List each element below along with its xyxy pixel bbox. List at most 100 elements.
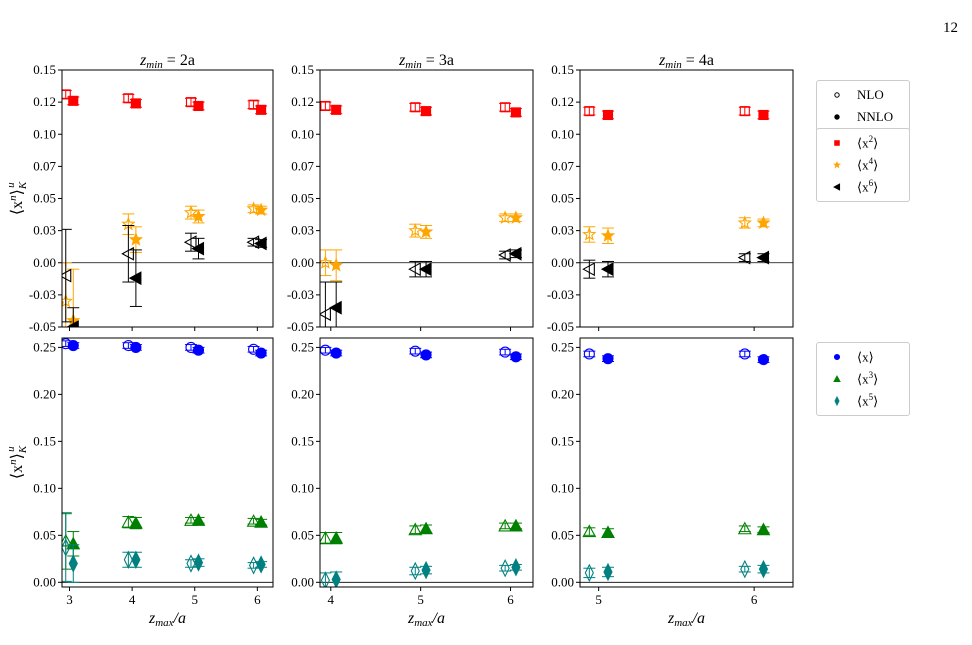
legend-label-base: ⟨x	[857, 179, 869, 195]
x-tick-label: 6	[751, 592, 758, 607]
legend-entry-x5: ⟨x5⟩	[825, 390, 903, 412]
data-point-x6-nnlo	[253, 236, 267, 251]
data-point-x-nlo	[583, 348, 595, 360]
chart-panel-top-1: -0.05 -0.03 0.00 0.03 0.05 0.07 0.10 0.12 0.15 zm…	[5, 52, 274, 334]
x-tick-label: 4	[129, 592, 136, 607]
data-point-x5-nnlo	[256, 555, 266, 574]
chart-panel-top-2: -0.05 -0.03 0.00 0.03 0.05 0.07 0.10 0.12 0.15 zm…	[287, 52, 534, 334]
y-tick-label: -0.03	[287, 287, 314, 302]
x-axis-label: zmax/a	[667, 610, 705, 629]
x-tick-label: 6	[507, 592, 514, 607]
data-point-x6-nnlo	[128, 271, 142, 286]
y-axis-label: ⟨xn⟩Ku	[5, 445, 29, 479]
legend-symbol	[825, 136, 849, 150]
panel-title: zmin = 3a	[398, 52, 454, 71]
data-point-x-nnlo	[192, 344, 205, 356]
data-point-x5-nnlo	[758, 559, 769, 579]
data-point-x3-nlo	[184, 513, 198, 526]
legend-symbol	[825, 110, 849, 124]
data-point-x-nnlo	[67, 339, 79, 352]
data-point-x3-nnlo	[756, 522, 771, 536]
data-point-x4-nlo	[246, 201, 261, 215]
data-point-x-nlo	[739, 348, 751, 360]
data-point-x2-nlo	[500, 102, 511, 113]
data-point-x2-nlo	[739, 106, 750, 117]
y-tick-label: -0.03	[547, 287, 574, 302]
y-tick-label: 0.10	[291, 126, 314, 141]
data-point-x4-nlo	[582, 227, 597, 241]
x-tick-label: 4	[328, 592, 335, 607]
legend-symbol	[825, 88, 849, 102]
legend-marker	[833, 375, 841, 383]
plot-area	[62, 338, 269, 583]
legend-entry-x4: ⟨x4⟩	[825, 154, 903, 176]
data-point-x-nnlo	[420, 349, 432, 361]
data-point-x5-nnlo	[511, 558, 521, 577]
axes-frame	[319, 337, 534, 588]
legend-label: ⟨x3⟩	[857, 370, 878, 387]
axes-frame	[61, 69, 274, 328]
data-point-x6-nnlo	[66, 320, 79, 327]
x-tick-label: 5	[417, 592, 424, 607]
legend-label-close: ⟩	[873, 393, 879, 409]
legend-order: NLO NNLO	[816, 80, 910, 132]
square-marker-icon	[834, 140, 840, 146]
y-tick-label: 0.25	[551, 339, 574, 354]
x-tick-label: 6	[254, 592, 261, 607]
y-tick-label: 0.00	[291, 255, 314, 270]
panel-title: zmin = 2a	[139, 52, 195, 71]
data-point-x5-nlo	[410, 561, 420, 581]
data-point-x3-nlo	[246, 514, 261, 527]
y-tick-label: 0.25	[33, 339, 56, 354]
y-tick-label: 0.15	[291, 433, 314, 448]
data-point-x4-nlo	[737, 215, 752, 230]
y-tick-label: 0.15	[551, 62, 574, 77]
legend-label-power: 4	[868, 156, 874, 167]
y-tick-label: 0.05	[551, 527, 574, 542]
data-point-x6-nnlo	[756, 250, 770, 265]
legend-label-base: ⟨x	[857, 157, 869, 173]
data-point-x4-nnlo	[508, 210, 524, 224]
data-point-x6-nnlo	[329, 300, 342, 315]
y-tick-label: 0.05	[33, 527, 56, 542]
y-tick-label: 0.00	[551, 255, 574, 270]
data-point-x4-nlo	[183, 205, 199, 219]
data-point-x3-nnlo	[419, 521, 433, 535]
data-point-x5-nlo	[320, 571, 331, 587]
filled-circle-marker-icon	[834, 114, 840, 120]
y-tick-label: 0.10	[33, 126, 56, 141]
data-point-x2-nnlo	[331, 104, 342, 115]
y-tick-label: 0.25	[291, 339, 314, 354]
legend-entry-nnlo: NNLO	[825, 106, 903, 128]
y-tick-label: -0.05	[547, 319, 574, 334]
circle-marker-icon	[833, 353, 841, 361]
x-tick-label: 5	[595, 592, 602, 607]
legend-label-power: 5	[868, 392, 874, 403]
y-tick-label: 0.20	[33, 386, 56, 401]
y-tick-label: 0.12	[33, 94, 56, 109]
data-point-x3-nnlo	[128, 515, 143, 529]
data-point-x3-nlo	[121, 515, 136, 528]
data-point-x4-nlo	[408, 223, 423, 237]
data-point-x5-nnlo	[603, 562, 613, 582]
data-point-x-nnlo	[602, 353, 614, 365]
y-tick-label: 0.03	[551, 223, 574, 238]
y-tick-label: 0.15	[33, 433, 56, 448]
x-axis-label: zmax/a	[148, 610, 186, 629]
y-tick-label: 0.00	[551, 574, 574, 589]
data-point-x4-nnlo	[128, 232, 144, 246]
data-point-x-nnlo	[130, 341, 142, 353]
legend-label-close: ⟩	[868, 349, 874, 365]
legend-label-close: ⟩	[873, 157, 879, 173]
data-point-x5-nlo	[584, 563, 594, 583]
axes-frame	[579, 337, 794, 588]
y-tick-label: 0.05	[33, 191, 56, 206]
axes-frame	[579, 69, 794, 328]
data-point-x5-nnlo	[131, 550, 141, 569]
data-point-x2-nnlo	[130, 98, 141, 109]
y-tick-label: 0.15	[551, 433, 574, 448]
data-point-x5-nlo	[740, 559, 750, 579]
data-point-x-nnlo	[255, 347, 267, 359]
data-point-x2-nlo	[320, 100, 331, 112]
